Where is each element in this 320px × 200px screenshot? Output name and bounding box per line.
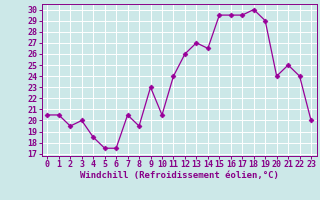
- X-axis label: Windchill (Refroidissement éolien,°C): Windchill (Refroidissement éolien,°C): [80, 171, 279, 180]
